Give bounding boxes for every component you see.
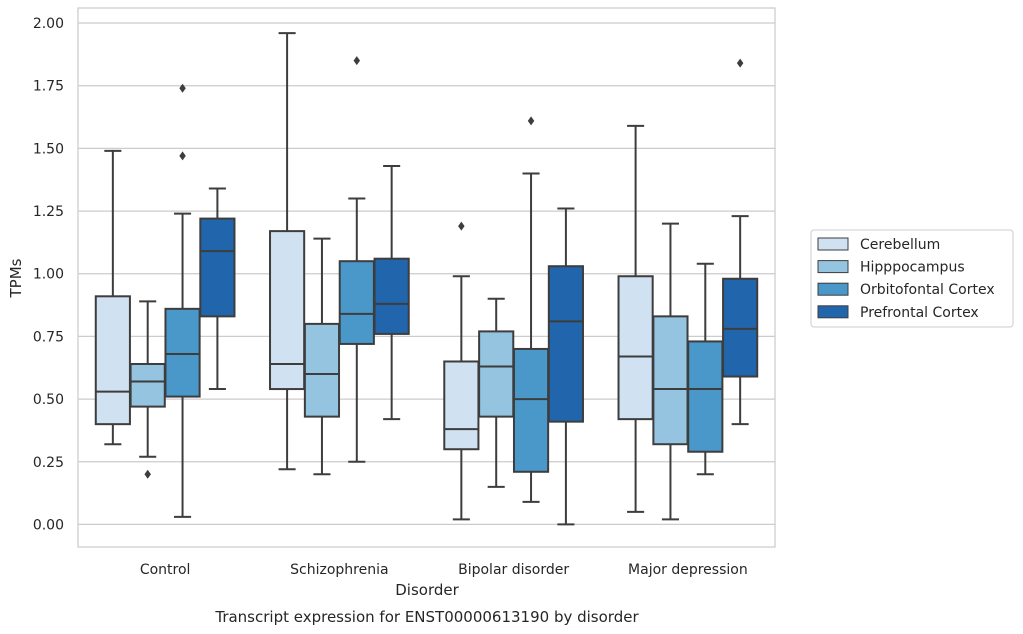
box-2-3 (687, 262, 724, 476)
legend-swatch (817, 305, 849, 319)
box-0-2 (443, 221, 480, 521)
y-tick-label: 1.00 (33, 267, 64, 283)
legend-label: Prefrontal Cortex (860, 305, 979, 321)
box-iqr (478, 330, 515, 418)
box-iqr (547, 265, 584, 423)
box-2-2 (512, 116, 550, 503)
box-iqr (94, 295, 131, 426)
outlier-point (736, 58, 744, 68)
y-tick-label: 0.00 (33, 517, 64, 533)
box-0-1 (269, 32, 306, 471)
box-iqr (443, 360, 480, 451)
box-iqr (199, 217, 236, 318)
legend-label: Orbitofontal Cortex (860, 282, 995, 298)
box-iqr (652, 315, 689, 446)
box-iqr (129, 362, 166, 408)
y-tick-label: 0.25 (33, 455, 64, 471)
y-tick-label: 0.50 (33, 392, 64, 408)
x-tick-label: Bipolar disorder (458, 562, 569, 578)
box-1-3 (652, 222, 689, 521)
outlier-point (458, 221, 465, 231)
x-tick-label: Major depression (628, 562, 748, 578)
legend-swatch (817, 282, 849, 296)
legend-label: Hipppocampus (860, 260, 965, 276)
box-iqr (512, 347, 550, 473)
legend: Cerebellum Hipppocampus Orbitofontal Corte… (810, 229, 1014, 328)
legend-swatch (817, 260, 849, 274)
box-iqr (164, 307, 201, 398)
outlier-point (353, 56, 361, 66)
box-1-2 (478, 297, 515, 488)
y-tick-label: 1.75 (33, 79, 64, 95)
chart-caption: Transcript expression for ENST0000061319… (214, 608, 639, 626)
outlier-point (179, 151, 186, 161)
box-iqr (722, 277, 759, 378)
box-3-0 (199, 187, 236, 391)
y-axis-label: TPMs (7, 258, 25, 298)
x-axis-ticks: Control Schizophrenia Bipolar disorder Majo… (140, 562, 748, 578)
y-tick-label: 1.25 (33, 204, 64, 220)
box-0-3 (617, 124, 654, 513)
y-axis-ticks: 0.00 0.25 0.50 0.75 1.00 1.25 1.50 1.75 2.00 (33, 16, 64, 533)
box-3-2 (547, 207, 584, 526)
box-0-0 (94, 149, 131, 446)
outlier-point (179, 83, 186, 93)
box-2-0 (164, 83, 201, 518)
x-tick-label: Control (140, 562, 191, 578)
box-3-3 (722, 58, 759, 426)
box-iqr (687, 340, 724, 453)
box-iqr (303, 322, 341, 418)
box-series (94, 32, 759, 526)
legend-frame (810, 229, 1014, 328)
plot-area-frame (77, 7, 776, 548)
outlier-point (144, 469, 151, 479)
box-iqr (269, 230, 306, 391)
box-1-1 (303, 237, 341, 476)
box-iqr (617, 275, 654, 421)
y-tick-label: 1.50 (33, 141, 64, 157)
box-iqr (338, 260, 375, 345)
x-tick-label: Schizophrenia (290, 562, 388, 578)
box-1-0 (129, 300, 166, 479)
y-tick-label: 0.75 (33, 329, 64, 345)
legend-label: Cerebellum (860, 237, 940, 253)
legend-swatch (817, 237, 849, 251)
y-tick-label: 2.00 (33, 16, 64, 32)
outlier-point (527, 116, 535, 126)
box-3-1 (373, 164, 410, 421)
box-iqr (373, 257, 410, 335)
x-axis-label: Disorder (395, 581, 459, 599)
box-2-1 (338, 56, 375, 463)
